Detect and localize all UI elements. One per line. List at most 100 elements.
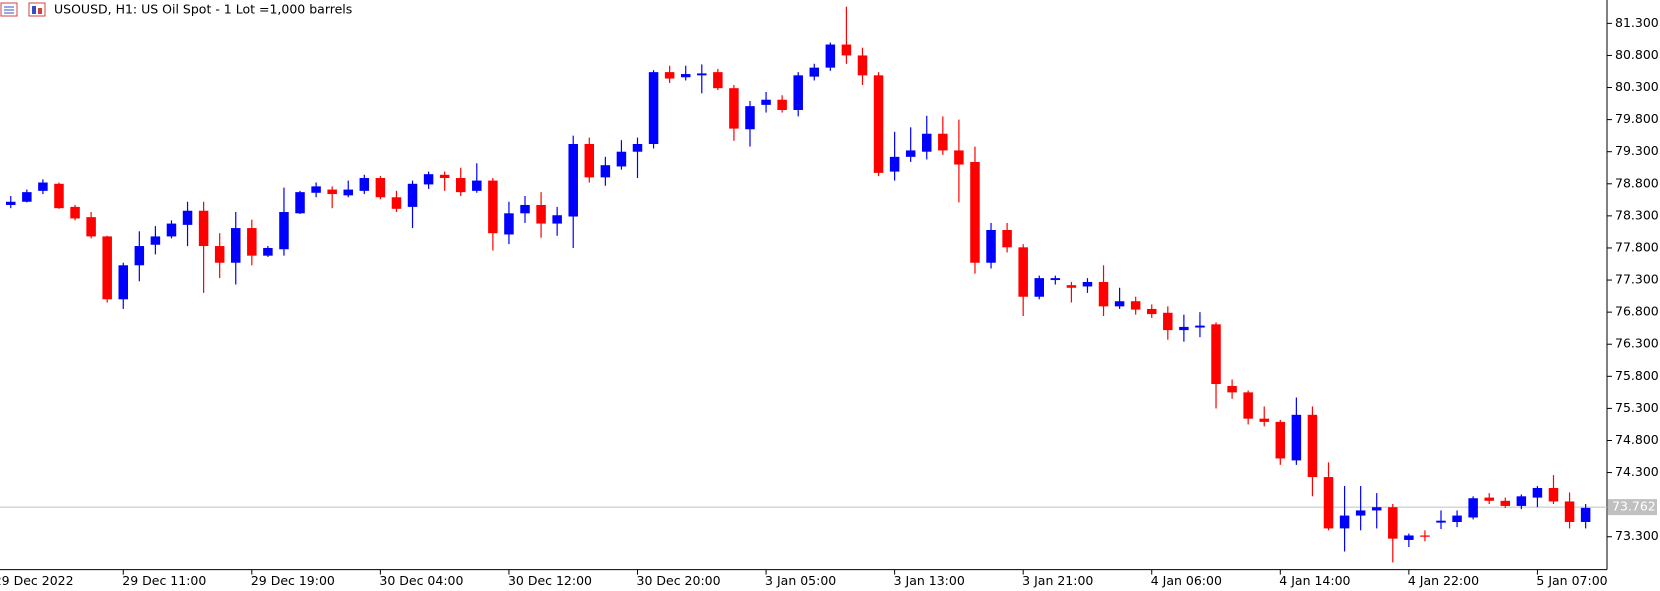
candle-body [1195,325,1205,328]
candle-body [1388,507,1398,539]
candle-body [54,183,64,209]
candle-body [343,189,353,196]
y-tick-label: 76.800 [1615,304,1659,319]
candle-body [1500,500,1511,506]
candle-body [70,206,80,219]
candle-body [857,55,868,76]
candle-body [150,236,161,245]
candle-body [263,247,273,256]
candle-body [970,161,980,263]
candle-body [825,44,836,68]
candle-body [247,228,257,256]
y-tick-label: 80.800 [1615,47,1659,62]
candle-body [1259,418,1269,422]
candle-body [504,213,514,235]
candle-body [1532,487,1543,498]
candle-body [295,192,305,214]
current-price-label: 73.762 [1612,499,1656,514]
candle-body [1548,487,1559,502]
toolbar-icons [0,2,46,17]
candle-body [938,133,948,151]
candle-body [327,189,337,195]
candle-body [600,165,611,178]
candle-body [713,72,723,89]
y-tick-label: 74.300 [1615,464,1659,479]
candle-body [1050,278,1061,281]
x-tick-label: 4 Jan 06:00 [1151,573,1222,588]
y-tick-label: 79.800 [1615,111,1659,126]
candle-body [729,88,739,129]
x-tick-label: 30 Dec 04:00 [379,573,463,588]
candle-body [102,236,112,300]
candle-body [198,210,209,247]
x-tick-label: 29 Dec 2022 [0,573,74,588]
candle-body [1580,507,1591,522]
candle-body [986,229,996,263]
candle-body [632,144,643,152]
candle-body [1275,421,1286,459]
candle-body [1227,385,1237,393]
candle-body [1179,326,1189,331]
candle-body [166,223,177,237]
y-tick-label: 73.300 [1615,528,1659,543]
candle-body [439,174,450,179]
candle-body [536,204,546,224]
candle-body [584,144,595,178]
candle-body [520,204,530,214]
candle-body [1339,515,1350,529]
candle-body [375,178,386,198]
current-price-box [1608,499,1657,516]
candle-body [1516,496,1527,506]
candle-body [1355,510,1366,516]
candle-body [472,180,482,191]
candle-body [1452,515,1462,522]
candle-body [1436,520,1446,523]
candle-body [86,217,96,237]
candle-body [182,210,193,225]
y-tick-label: 76.300 [1615,336,1659,351]
candle-body [38,182,48,191]
y-tick-label: 80.300 [1615,79,1659,94]
candle-body [1163,312,1173,331]
x-tick-label: 30 Dec 12:00 [508,573,592,588]
candle-body [664,72,675,79]
candle-body [568,144,578,217]
chart-title: USOUSD, H1: US Oil Spot - 1 Lot =1,000 b… [54,2,352,17]
x-tick-label: 4 Jan 22:00 [1408,573,1479,588]
icon-bar [38,8,42,14]
candle-body [1371,507,1382,511]
candle-body [1420,535,1430,537]
candle-body [311,186,321,193]
x-tick-label: 3 Jan 13:00 [894,573,965,588]
candle-body [1211,324,1221,385]
x-tick-label: 5 Jan 07:00 [1536,573,1607,588]
candle-body [1307,414,1318,478]
candle-body [680,74,691,78]
candle-body [488,180,498,234]
candle-body [697,73,707,76]
y-tick-label: 75.300 [1615,400,1659,415]
x-tick-label: 29 Dec 11:00 [122,573,206,588]
candle-body [841,44,852,56]
candle-body [1114,301,1125,307]
candle-body [407,183,418,207]
candle-body [1243,392,1253,419]
candle-body [1404,535,1414,540]
candle-body [279,212,289,250]
chart-icon[interactable] [28,2,46,17]
candle-body [1034,278,1044,297]
candle-body [423,174,434,185]
candle-body [1564,501,1575,522]
x-tick-label: 29 Dec 19:00 [251,573,335,588]
candle-body [134,246,145,266]
candle-body [905,150,916,157]
candle-body [954,150,964,165]
candle-body [455,178,466,193]
x-tick-label: 3 Jan 05:00 [765,573,836,588]
y-tick-label: 78.800 [1615,175,1659,190]
candle-body [648,72,659,145]
y-tick-label: 79.300 [1615,143,1659,158]
candle-body [1484,497,1494,501]
